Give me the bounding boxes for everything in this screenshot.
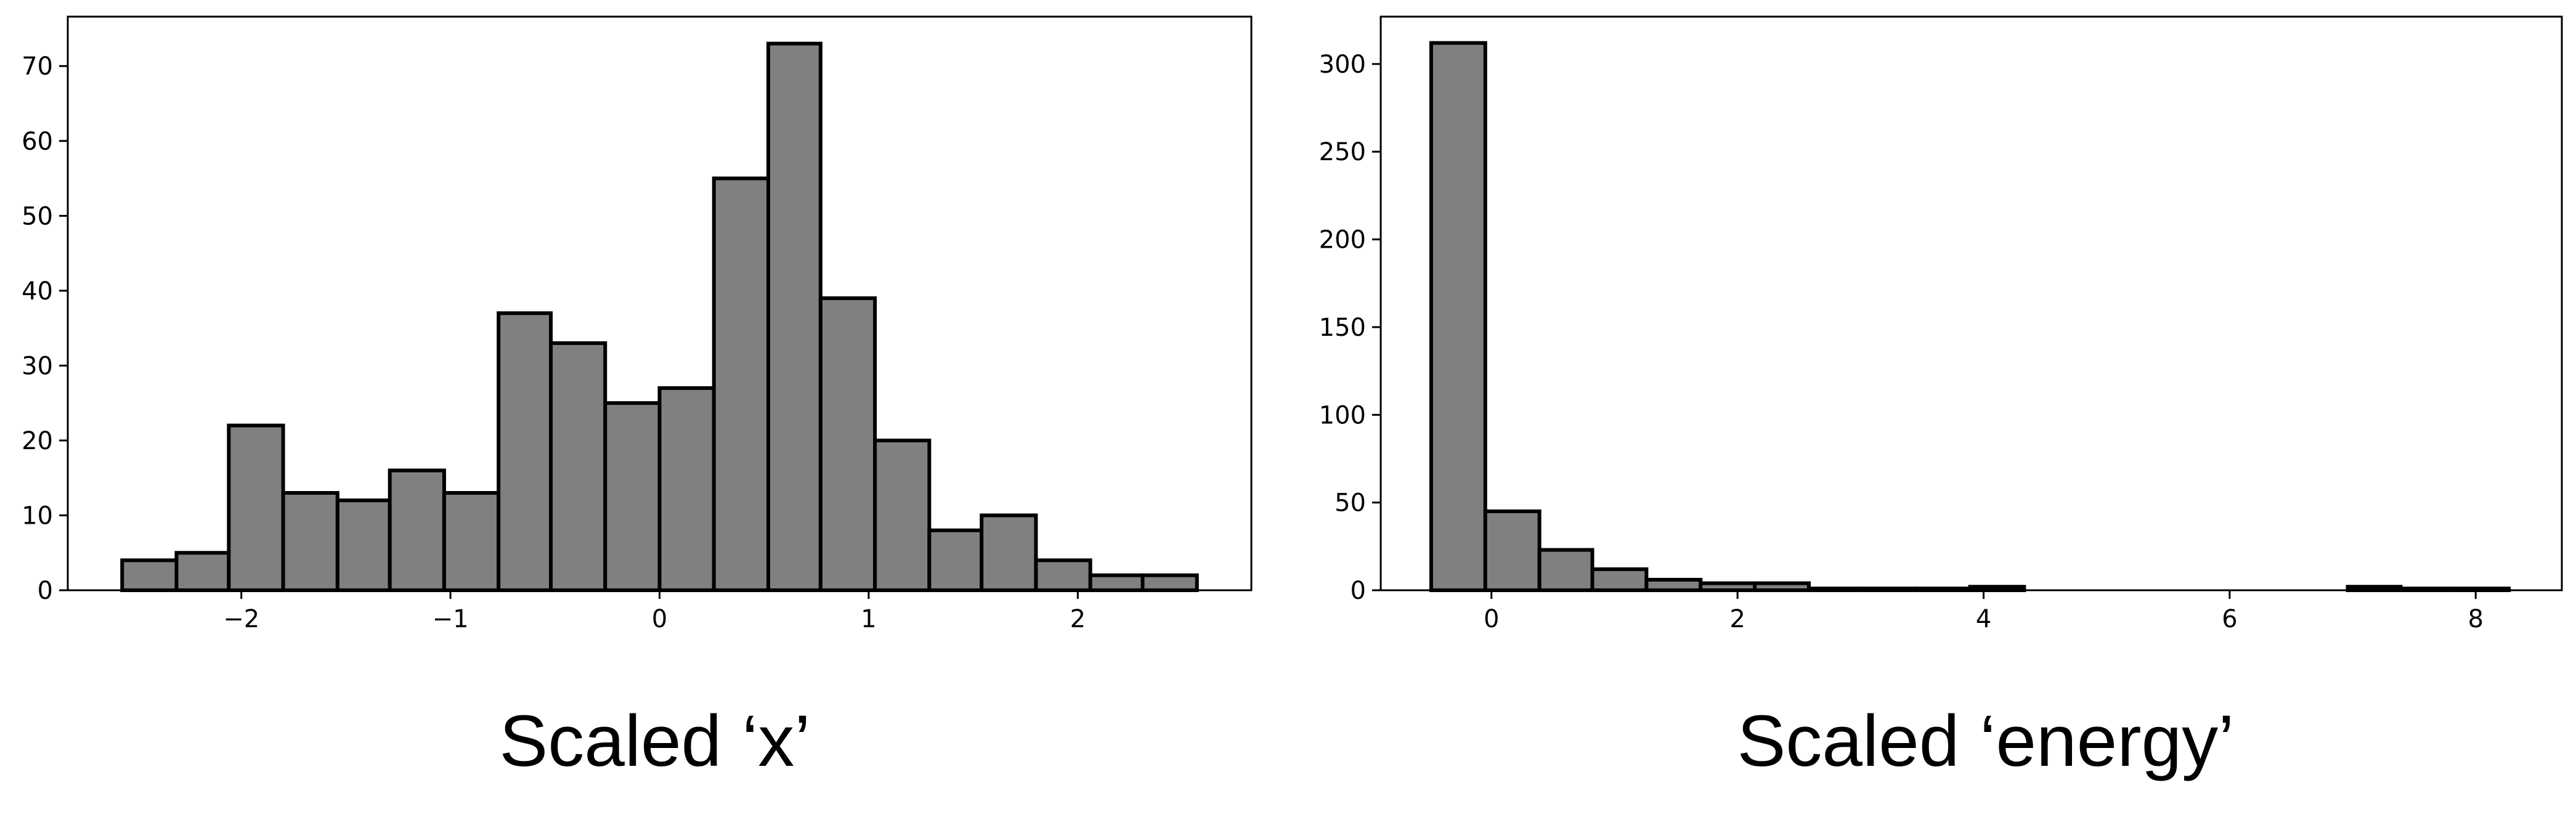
histogram-bar — [281, 490, 339, 592]
histogram-bar — [1537, 548, 1595, 593]
y-tick-label: 60 — [22, 128, 53, 156]
y-tick-label: 70 — [22, 52, 53, 81]
y-tick-label: 50 — [22, 202, 53, 230]
histogram-bar — [1429, 41, 1487, 592]
histogram-bar — [1699, 581, 1757, 593]
histogram-bar — [442, 490, 501, 592]
x-tick-label: 6 — [2222, 605, 2237, 633]
y-tick-label: 300 — [1319, 51, 1366, 79]
histogram-bar — [1088, 573, 1145, 592]
x-tick-label: 4 — [1976, 605, 1991, 633]
x-tick-label: −1 — [433, 605, 469, 633]
histogram-bar — [1753, 581, 1811, 593]
histogram-bar — [120, 558, 179, 592]
histogram-bar — [657, 386, 716, 593]
x-tick-label: 0 — [1484, 605, 1499, 633]
histogram-bar — [497, 311, 553, 592]
x-tick-label: 8 — [2468, 605, 2483, 633]
histogram-bar — [927, 528, 984, 593]
x-tick-label: 2 — [1729, 605, 1745, 633]
histogram-bar — [1034, 558, 1092, 592]
y-tick-label: 20 — [22, 427, 53, 455]
histogram-bar — [603, 401, 662, 592]
x-tick-label: 0 — [652, 605, 667, 633]
y-tick-label: 30 — [22, 352, 53, 380]
x-tick-label: 2 — [1070, 605, 1086, 633]
histogram-bar — [335, 498, 392, 592]
histogram-bar — [1483, 509, 1542, 592]
caption-scaled-x: Scaled ‘x’ — [499, 701, 810, 782]
y-tick-label: 100 — [1319, 401, 1366, 429]
x-tick-label: 1 — [861, 605, 876, 633]
histogram-bar — [1140, 573, 1199, 592]
y-tick-label: 50 — [1335, 489, 1366, 518]
y-tick-label: 200 — [1319, 226, 1366, 254]
y-tick-label: 40 — [22, 277, 53, 306]
histogram-scaled-energy: 0 2 4 6 8 0 50 100 150 200 250 300 — [1319, 15, 2563, 633]
histogram-bar — [980, 513, 1038, 592]
caption-scaled-energy: Scaled ‘energy’ — [1737, 701, 2235, 782]
y-tick-label: 10 — [22, 502, 53, 530]
histogram-bar — [818, 296, 877, 592]
y-tick-label: 0 — [38, 577, 53, 605]
y-tick-label: 0 — [1351, 577, 1366, 605]
y-tick-label: 150 — [1319, 314, 1366, 342]
histogram-bar — [1590, 567, 1649, 592]
histogram-bar — [1644, 577, 1703, 592]
histogram-bar — [174, 551, 231, 592]
histogram-bar — [549, 341, 607, 592]
histogram-bar — [873, 438, 932, 592]
histogram-bar — [388, 468, 446, 593]
histogram-bar — [712, 176, 770, 592]
x-tick-label: −2 — [223, 605, 259, 633]
histogram-bar — [766, 41, 823, 592]
y-tick-label: 250 — [1319, 138, 1366, 166]
axes-frame — [1379, 15, 2563, 591]
histogram-bar — [227, 423, 285, 592]
